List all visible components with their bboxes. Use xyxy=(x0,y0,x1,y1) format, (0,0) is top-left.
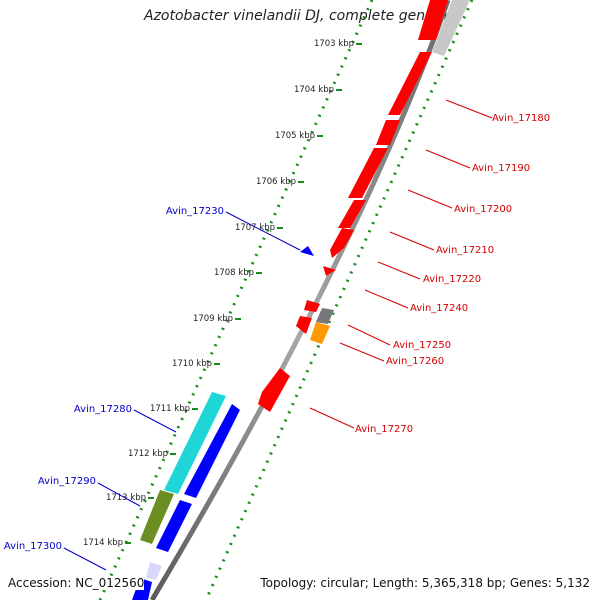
gene-avin-17210 xyxy=(338,200,366,228)
tick-label: 1708 kbp xyxy=(214,268,254,278)
gene-label-avin-17290: Avin_17290 xyxy=(38,476,96,487)
gene-avin-17300-lightgray xyxy=(146,562,162,580)
gene-label-avin-17250: Avin_17250 xyxy=(393,340,451,351)
gene-orange-1 xyxy=(310,322,330,344)
gene-label-avin-17210: Avin_17210 xyxy=(436,245,494,256)
tick-label: 1707 kbp xyxy=(235,223,275,233)
inner-tick-ring xyxy=(98,0,374,600)
tick-label: 1709 kbp xyxy=(193,314,233,324)
gene-avin-17260 xyxy=(258,368,290,412)
tick-label: 1711 kbp xyxy=(150,404,190,414)
tick-label: 1710 kbp xyxy=(172,359,212,369)
gene-label-avin-17300: Avin_17300 xyxy=(4,541,62,552)
tick-labels: 1703 kbp 1704 kbp 1705 kbp 1706 kbp 1707… xyxy=(83,39,354,548)
gene-label-avin-17230: Avin_17230 xyxy=(166,206,224,217)
gene-label-avin-17280: Avin_17280 xyxy=(74,404,132,415)
gene-label-avin-17260: Avin_17260 xyxy=(386,356,444,367)
gene-light-gray xyxy=(432,0,470,56)
gene-avin-17290-olive xyxy=(140,490,174,544)
gene-avin-17250 xyxy=(304,300,320,312)
gene-avin-17230 xyxy=(300,246,314,256)
gene-label-avin-17220: Avin_17220 xyxy=(423,274,481,285)
topology-label: Topology: circular; Length: 5,365,318 bp… xyxy=(260,576,590,590)
gene-label-avin-17180: Avin_17180 xyxy=(492,113,550,124)
gene-avin-17280-blue xyxy=(184,404,240,498)
map-title: Azotobacter vinelandii DJ, complete geno… xyxy=(144,8,456,24)
outer-tick-ring xyxy=(204,0,474,600)
tick-label: 1703 kbp xyxy=(314,39,354,49)
gene-avin-17240 xyxy=(323,266,336,276)
gene-label-avin-17190: Avin_17190 xyxy=(472,163,530,174)
gene-avin-17180 xyxy=(388,52,432,115)
gene-avin-17220 xyxy=(330,228,354,258)
gene-top-red xyxy=(418,0,448,40)
tick-label: 1712 kbp xyxy=(128,449,168,459)
forward-gene-labels: Avin_17180 Avin_17190 Avin_17200 Avin_17… xyxy=(309,99,550,435)
gene-label-avin-17270: Avin_17270 xyxy=(355,424,413,435)
tick-label: 1706 kbp xyxy=(256,177,296,187)
gene-avin-17200 xyxy=(348,148,388,198)
gene-avin-17290-blue xyxy=(156,500,192,552)
gene-avin-17280-cyan xyxy=(164,392,226,494)
accession-label: Accession: NC_012560 xyxy=(8,576,145,590)
tick-label: 1704 kbp xyxy=(294,85,334,95)
gene-gray-1 xyxy=(316,308,334,324)
gene-avin-17190 xyxy=(376,120,400,145)
gene-avin-17250b xyxy=(296,316,312,334)
tick-label: 1705 kbp xyxy=(275,131,315,141)
tick-label: 1714 kbp xyxy=(83,538,123,548)
tick-marks xyxy=(125,43,362,544)
gene-label-avin-17240: Avin_17240 xyxy=(410,303,468,314)
gene-label-avin-17200: Avin_17200 xyxy=(454,204,512,215)
reverse-gene-labels: Avin_17230 Avin_17280 Avin_17290 Avin_17… xyxy=(4,206,301,571)
